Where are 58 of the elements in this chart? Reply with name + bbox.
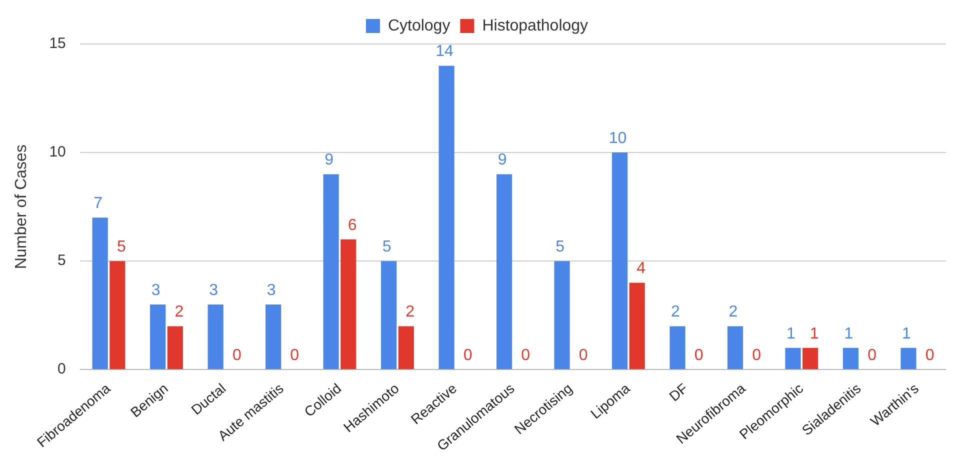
data-label: 0 [694, 347, 704, 364]
bar [842, 348, 859, 370]
bar [208, 304, 224, 370]
bar [802, 348, 818, 370]
bar [398, 326, 414, 370]
bar [670, 326, 686, 370]
bar [612, 152, 628, 370]
bar [900, 348, 916, 370]
legend-label: Cytology [388, 17, 450, 34]
data-label: 6 [348, 216, 357, 234]
data-label: 5 [116, 238, 126, 256]
bar [323, 174, 339, 370]
data-label: 3 [266, 282, 276, 299]
data-label: 1 [844, 325, 854, 342]
data-label: 0 [290, 347, 300, 364]
data-label: 2 [406, 304, 415, 321]
data-label: 1 [810, 325, 819, 342]
data-label: 0 [752, 347, 762, 364]
data-label: 2 [174, 304, 184, 321]
bar [381, 261, 397, 370]
data-label: 1 [902, 325, 912, 342]
data-label: 4 [636, 260, 646, 278]
y-tick-label: 5 [58, 252, 66, 270]
bar [438, 66, 454, 370]
data-label: 0 [868, 347, 877, 364]
data-label: 9 [498, 152, 507, 169]
data-label: 14 [436, 43, 454, 60]
data-label: 1 [786, 325, 796, 342]
bar [92, 218, 108, 370]
bar [554, 261, 570, 370]
legend-label: Histopathology [482, 17, 588, 34]
y-tick-label: 0 [58, 360, 66, 378]
bar [785, 348, 801, 370]
data-label: 0 [578, 347, 588, 364]
bar [340, 239, 356, 370]
bar [167, 326, 183, 370]
bar [110, 261, 126, 370]
data-label: 5 [382, 238, 392, 256]
bar [496, 174, 512, 370]
data-label: 0 [521, 347, 530, 364]
data-label: 5 [556, 238, 565, 256]
data-label: 2 [728, 304, 738, 321]
data-label: 0 [463, 347, 472, 364]
data-label: 0 [232, 347, 242, 364]
data-label: 3 [151, 282, 160, 299]
bar [150, 304, 166, 370]
bar [266, 304, 282, 370]
bar [629, 282, 645, 370]
y-tick-label: 10 [49, 144, 66, 161]
bar [727, 326, 744, 370]
y-tick-label: 15 [49, 35, 66, 52]
data-label: 9 [324, 152, 334, 169]
data-label: 7 [94, 195, 103, 212]
data-label: 2 [671, 304, 680, 321]
data-label: 0 [925, 347, 934, 364]
data-label: 3 [209, 282, 218, 299]
y-axis-title: Number of Cases [13, 144, 30, 270]
data-label: 10 [608, 130, 627, 147]
